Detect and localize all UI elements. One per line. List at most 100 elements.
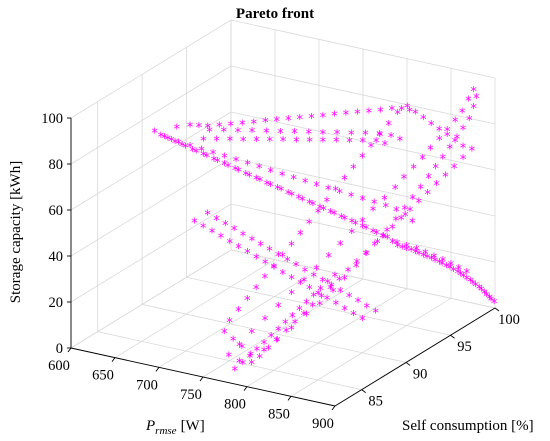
data-point: *: [312, 263, 320, 278]
data-point: *: [457, 269, 465, 284]
data-point: *: [415, 196, 423, 211]
data-point: *: [277, 185, 285, 200]
data-point: *: [359, 194, 367, 209]
data-point: *: [246, 351, 254, 366]
data-point: *: [388, 104, 396, 119]
data-point: *: [296, 228, 304, 243]
data-point: *: [317, 284, 325, 299]
data-point: *: [319, 111, 327, 126]
data-point: *: [345, 291, 353, 306]
data-point: *: [325, 251, 333, 266]
data-point: *: [353, 108, 361, 123]
data-point: *: [459, 142, 467, 157]
data-point: *: [363, 301, 371, 316]
data-point: *: [373, 228, 381, 243]
data-point: *: [383, 225, 391, 240]
data-point: *: [229, 334, 237, 349]
data-point: *: [235, 242, 243, 257]
data-point: *: [288, 311, 296, 326]
data-point: *: [435, 134, 443, 149]
data-point: *: [220, 327, 228, 342]
data-point: *: [292, 260, 300, 275]
data-point: *: [221, 219, 229, 234]
data-point: *: [160, 132, 168, 147]
data-point: *: [190, 216, 198, 231]
y-tick: [405, 362, 411, 366]
data-point: *: [435, 124, 443, 139]
data-point: *: [221, 152, 229, 167]
chart-title: Pareto front: [236, 6, 314, 22]
y-tick-label: 90: [413, 366, 428, 382]
data-point: *: [189, 145, 197, 160]
data-point: *: [226, 237, 234, 252]
data-points: * * * * * * * * * * * * * * ** ************************…: [151, 85, 498, 379]
data-point: *: [310, 291, 318, 306]
gridline: [97, 331, 362, 391]
data-point: *: [284, 114, 292, 129]
data-point: *: [344, 266, 352, 281]
data-point: *: [235, 340, 243, 355]
data-point: *: [244, 247, 252, 262]
data-point: *: [281, 318, 289, 333]
data-point: *: [425, 172, 433, 187]
data-point: *: [396, 135, 404, 150]
data-point: *: [239, 229, 247, 244]
data-point: *: [475, 282, 483, 297]
data-point: *: [423, 252, 431, 267]
data-point: *: [305, 217, 313, 232]
y-tick: [494, 307, 500, 312]
data-point: *: [443, 261, 451, 276]
data-point: *: [319, 276, 327, 291]
data-point: *: [389, 237, 397, 252]
data-point: *: [487, 295, 495, 310]
data-point: *: [208, 227, 216, 242]
data-point: *: [447, 259, 455, 274]
data-point: *: [377, 105, 385, 120]
data-point: *: [215, 121, 223, 136]
x-axis-label-unit: [W]: [181, 418, 205, 434]
data-point: *: [323, 196, 331, 211]
data-point: *: [227, 119, 235, 134]
data-point: *: [192, 146, 200, 161]
data-point: *: [278, 169, 286, 184]
data-point: *: [157, 130, 165, 145]
data-point: *: [288, 324, 296, 339]
data-point: *: [376, 130, 384, 145]
data-point: *: [291, 127, 299, 142]
data-point: *: [213, 214, 221, 229]
x-tick-label: 700: [136, 377, 158, 393]
data-point: *: [328, 281, 336, 296]
data-point: *: [171, 137, 179, 152]
data-point: *: [411, 107, 419, 122]
data-point: *: [309, 199, 317, 214]
data-point: *: [273, 335, 281, 350]
data-point: *: [283, 255, 291, 270]
data-point: *: [332, 299, 340, 314]
data-point: *: [245, 170, 253, 185]
data-point: *: [403, 244, 411, 259]
data-point: *: [373, 237, 381, 252]
gridline: [70, 19, 232, 119]
data-point: *: [267, 166, 275, 181]
data-point: *: [235, 356, 243, 371]
data-point: *: [400, 173, 408, 188]
data-point: *: [239, 358, 247, 373]
data-point: *: [252, 283, 260, 298]
data-point: *: [316, 299, 324, 314]
data-point: *: [415, 249, 423, 264]
data-point: *: [186, 121, 194, 136]
data-point: *: [288, 288, 296, 303]
gridline: [230, 249, 496, 309]
data-point: *: [213, 135, 221, 150]
data-point: *: [354, 296, 362, 311]
data-point: *: [247, 349, 255, 364]
data-point: *: [252, 252, 260, 267]
data-point: *: [319, 136, 327, 151]
data-point: *: [413, 244, 421, 259]
data-point: *: [424, 188, 432, 203]
data-point: *: [204, 209, 212, 224]
data-point: *: [486, 292, 494, 307]
data-point: *: [326, 283, 334, 298]
x-tick-label: 850: [268, 406, 290, 422]
data-point: *: [225, 351, 233, 366]
